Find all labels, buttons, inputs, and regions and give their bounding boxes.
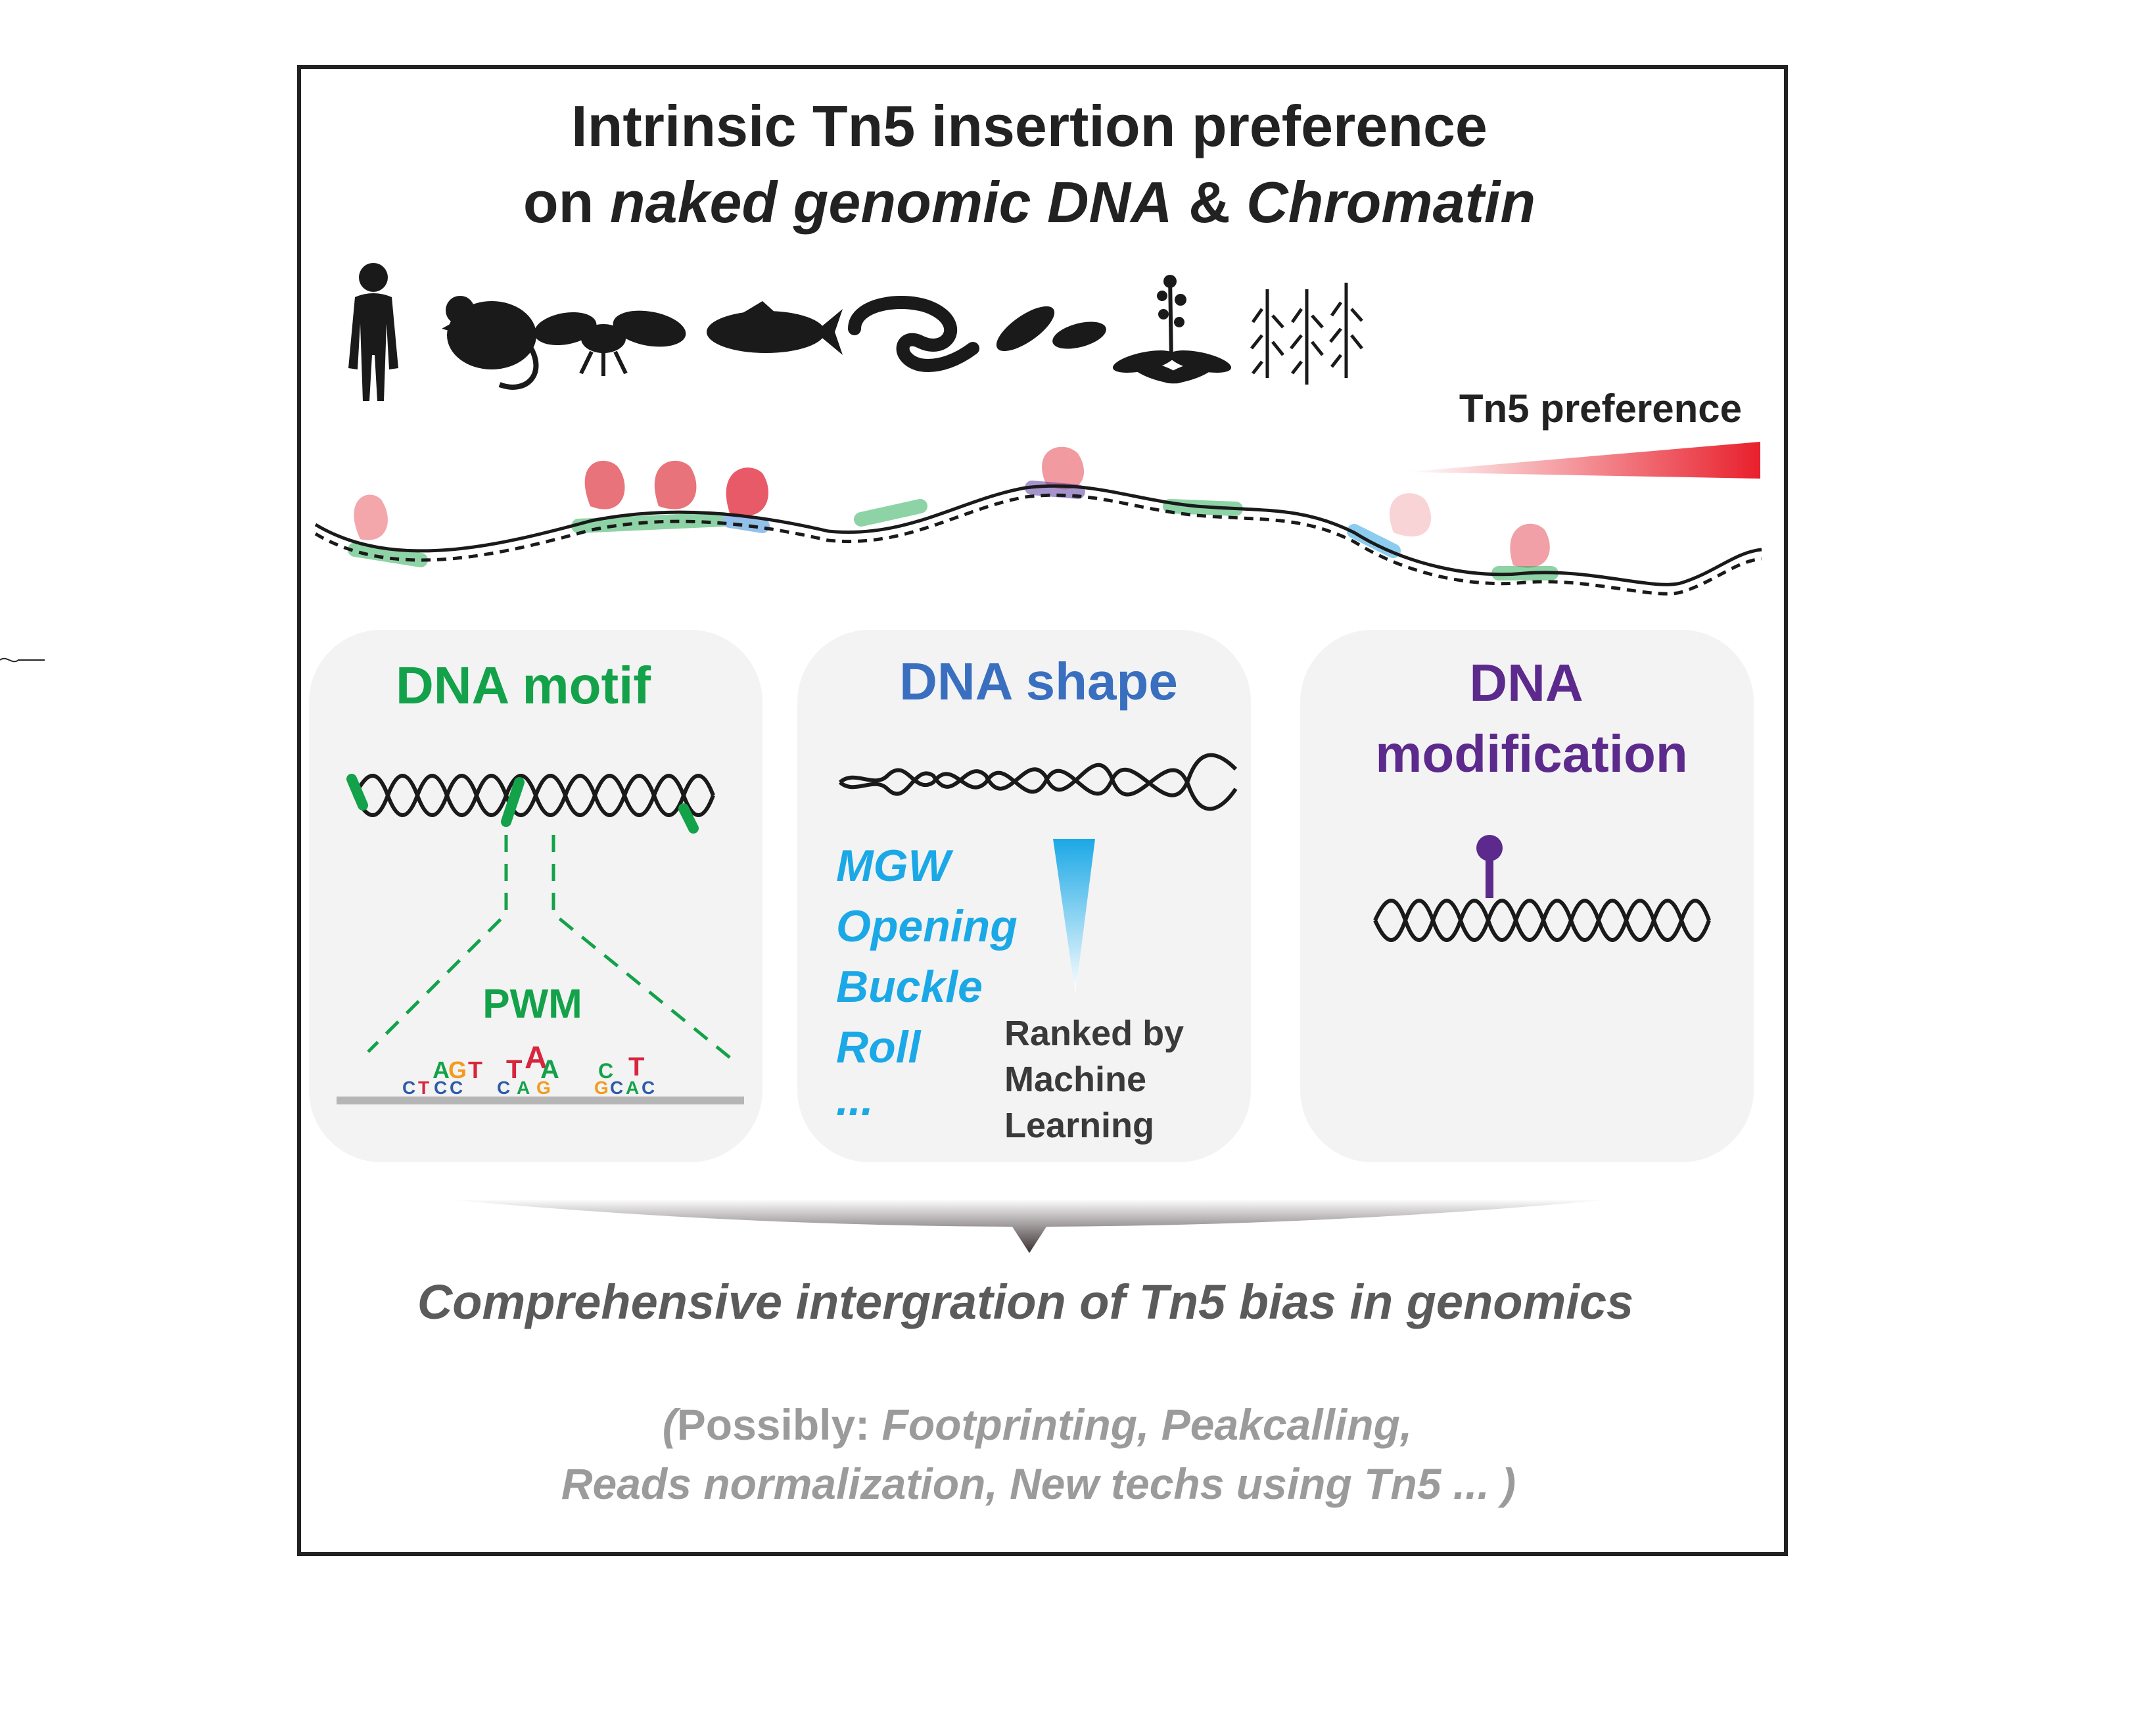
insertion-peaks [354,446,1550,568]
arabidopsis-icon [1112,275,1232,384]
ranked-by-text: Machine [1004,1060,1146,1099]
applications-footprinting: Footprinting, Peakcalling, [882,1400,1413,1449]
insertion-site [584,460,625,509]
motif-site [501,777,525,827]
title-line-1: Intrinsic Tn5 insertion preference [571,93,1488,158]
logo-letter: T [628,1052,644,1081]
title-chromatin: Chromatin [1246,170,1535,235]
shape-dna-helix-2 [838,763,1238,811]
panel-modification-bg [1300,630,1754,1162]
title-ampersand: & [1173,170,1246,235]
logo-letter: C [598,1059,613,1083]
applications-possibly: Possibly: [677,1400,882,1449]
pwm-label: PWM [482,981,582,1027]
title-line-2-prefix: on [523,170,610,235]
worm-icon [848,296,979,372]
logo-letter: G [448,1056,467,1083]
ranked-by-text: Ranked by [1004,1014,1184,1053]
fish-icon [707,301,843,355]
insertion-site [354,494,388,540]
logo-letter: T [468,1056,482,1083]
title-line-2: on naked genomic DNA & Chromatin [523,170,1535,235]
summary-brace [444,1199,1614,1253]
logo-letter: A [540,1055,559,1084]
insertion-site [654,460,697,509]
dna-backbone-a [314,484,1762,586]
dna-backbone-b [314,493,1762,596]
insertion-site [1389,493,1432,537]
organism-row [348,263,1363,401]
stray-mark [0,657,45,663]
logo-letter: G [536,1077,551,1098]
insertion-site [1510,523,1550,568]
insertion-site [726,467,768,516]
preference-gradient-wedge [1407,442,1760,479]
integration-statement: Comprehensive intergration of Tn5 bias i… [417,1275,1633,1329]
motif-site [346,774,368,811]
shape-dna-helix [838,753,1238,797]
shape-feature: Buckle [836,962,983,1012]
insertion-site [1042,446,1085,490]
logo-letter: C [402,1077,415,1098]
mouse-icon [442,296,539,390]
applications-line-2: Reads normalization, New techs using Tn5… [561,1459,1516,1508]
applications-line-1: (Possibly: Footprinting, Peakcalling, [663,1400,1412,1449]
logo-letter: C [497,1077,510,1098]
title-naked-dna: naked genomic DNA [610,170,1173,235]
logo-letter: T [506,1055,522,1084]
panel-motif-bg [309,630,762,1162]
logo-letter: G [594,1077,609,1098]
logo-low-information-band [337,1097,744,1104]
logo-letter: A [626,1077,639,1098]
methyl-group-icon [1476,835,1503,861]
logo-letter: A [525,1041,548,1075]
panel-motif-title: DNA motif [396,656,651,715]
panel-modification-title-2: modification [1375,724,1688,783]
logo-letter: C [610,1077,623,1098]
ranked-by-text: Learning [1004,1106,1154,1145]
modification-dna-helix-2 [1373,899,1711,942]
shape-ranking-wedge [1053,839,1095,994]
maize-icon [1250,283,1363,385]
chromatin-strand [314,446,1762,596]
logo-letter: A [517,1077,530,1098]
human-icon [348,263,398,401]
logo-letter: C [434,1077,447,1098]
panel-shape-bg [797,630,1251,1162]
logo-letter: T [418,1077,429,1098]
panel-modification-title-1: DNA [1469,653,1583,712]
shape-feature: Roll [836,1022,922,1072]
motif-zoom-lines [367,835,732,1060]
tn5-preference-label: Tn5 preference [1459,387,1742,431]
yeast-icon [996,306,1106,352]
panel-dna-motif: DNA motif PWM A G T T A A C T C T C C C … [309,630,762,1162]
shape-feature: MGW [836,841,954,891]
logo-letter: C [450,1077,463,1098]
panel-dna-shape: DNA shape MGW Opening Buckle Roll ... Ra… [797,630,1251,1162]
fly-icon [534,310,686,376]
shape-feature: ... [836,1075,874,1125]
logo-letter: A [433,1056,450,1083]
panel-dna-modification: DNA modification [1300,630,1754,1162]
pwm-sequence-logo: A G T T A A C T C T C C C A G G C A C [337,1041,744,1104]
logo-letter: C [642,1077,655,1098]
motif-site [678,803,699,834]
motif-dna-helix-2 [353,774,715,817]
shape-feature: Opening [836,901,1018,951]
panel-shape-title: DNA shape [899,652,1178,711]
